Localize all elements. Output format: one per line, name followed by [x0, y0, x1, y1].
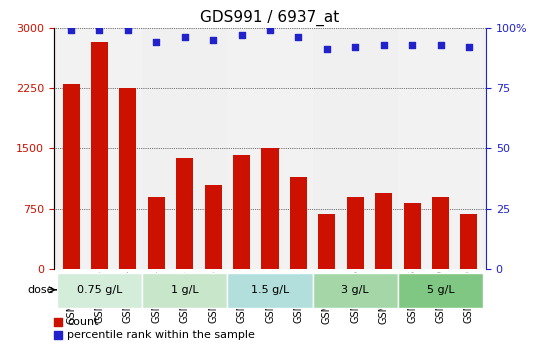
Point	[124, 27, 132, 33]
Bar	[227, 28, 313, 269]
Bar	[57, 28, 142, 269]
Point	[266, 27, 274, 33]
Bar	[318, 214, 335, 269]
Bar	[347, 197, 364, 269]
Bar	[63, 84, 79, 269]
Text: dose: dose	[27, 285, 53, 295]
Bar	[119, 88, 137, 269]
Text: percentile rank within the sample: percentile rank within the sample	[67, 331, 255, 340]
Point	[209, 37, 218, 42]
Bar	[398, 28, 483, 269]
Text: 3 g/L: 3 g/L	[341, 285, 369, 295]
FancyBboxPatch shape	[227, 273, 313, 308]
FancyBboxPatch shape	[57, 273, 142, 308]
Text: 0.75 g/L: 0.75 g/L	[77, 285, 122, 295]
Point	[436, 42, 445, 47]
Point	[294, 34, 303, 40]
FancyBboxPatch shape	[398, 273, 483, 308]
Bar	[233, 155, 250, 269]
Text: 1.5 g/L: 1.5 g/L	[251, 285, 289, 295]
Bar	[375, 193, 392, 269]
Bar	[142, 28, 227, 269]
Point	[67, 27, 76, 33]
Point	[464, 44, 473, 50]
Point	[351, 44, 360, 50]
Bar	[461, 214, 477, 269]
Point	[305, 171, 314, 177]
Point	[408, 42, 416, 47]
Bar	[91, 42, 108, 269]
FancyBboxPatch shape	[313, 273, 398, 308]
Bar	[432, 197, 449, 269]
Bar	[176, 158, 193, 269]
Bar	[290, 177, 307, 269]
FancyBboxPatch shape	[142, 273, 227, 308]
Point	[180, 34, 189, 40]
Bar	[148, 197, 165, 269]
Bar	[261, 148, 279, 269]
Bar	[205, 185, 222, 269]
Point	[322, 47, 331, 52]
Bar	[313, 28, 398, 269]
Point	[152, 39, 160, 45]
Title: GDS991 / 6937_at: GDS991 / 6937_at	[200, 10, 340, 26]
Point	[95, 27, 104, 33]
Point	[380, 42, 388, 47]
Point	[305, 296, 314, 302]
Text: count: count	[67, 317, 98, 326]
Text: 1 g/L: 1 g/L	[171, 285, 199, 295]
Point	[237, 32, 246, 38]
Text: 5 g/L: 5 g/L	[427, 285, 454, 295]
Bar	[403, 203, 421, 269]
